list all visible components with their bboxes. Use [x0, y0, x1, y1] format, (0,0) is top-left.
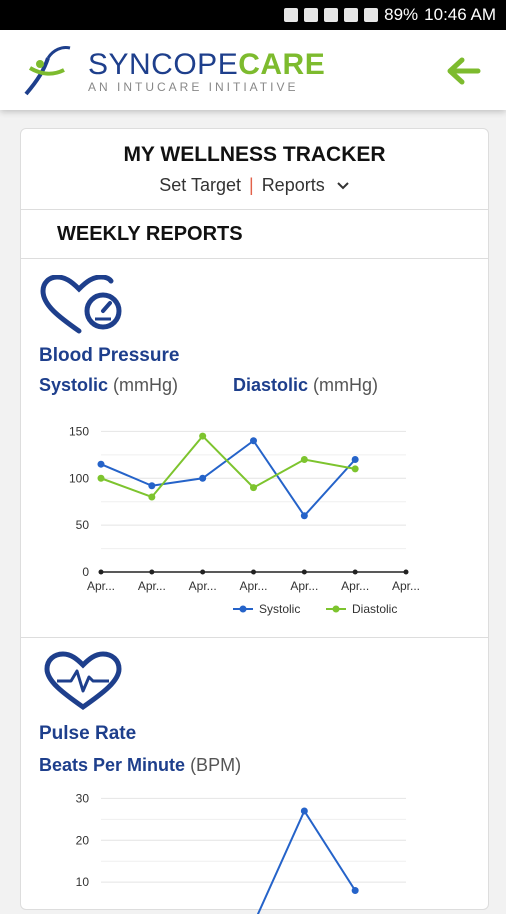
back-arrow-icon[interactable]: [444, 52, 482, 90]
diastolic-label: Diastolic (mmHg): [233, 375, 379, 395]
y-tick-label: 0: [82, 565, 89, 579]
y-tick-label: 150: [69, 424, 89, 438]
bpm-unit: (BPM): [190, 755, 242, 775]
brand-tagline: AN INTUCARE INITIATIVE: [88, 80, 299, 94]
data-point: [97, 460, 105, 468]
pulse-heart-icon: [44, 651, 122, 711]
x-axis-dot: [200, 569, 206, 575]
clock: 10:46 AM: [424, 5, 496, 24]
x-tick-label: Apr...: [290, 579, 318, 593]
data-point: [300, 512, 308, 520]
blood-pressure-chart: 0 50 100 150 Apr... Apr... Apr... Apr... Apr... A…: [69, 424, 420, 616]
legend-label: Diastolic: [352, 602, 397, 616]
systolic-label: Systolic (mmHg): [39, 375, 179, 395]
signal-icon: [344, 8, 359, 22]
tab-separator: |: [249, 175, 254, 195]
y-tick-label: 20: [76, 833, 90, 847]
blood-pressure-title: Blood Pressure: [39, 345, 180, 366]
data-point: [148, 482, 156, 490]
wifi-icon: [324, 8, 339, 22]
blood-pressure-heart-icon: [40, 275, 122, 334]
x-axis-dot: [352, 569, 358, 575]
syncopecare-logo-icon: [24, 46, 71, 96]
pulse-rate-chart: 10 20 30: [76, 791, 406, 914]
x-axis-dot: [403, 569, 409, 575]
brand-name: SYNCOPECARE: [88, 48, 326, 81]
battery-icon: [364, 8, 379, 22]
x-axis-dot: [98, 569, 104, 575]
data-point: [250, 484, 257, 492]
tracker-nav: Set Target | Reports: [21, 175, 488, 196]
diastolic-unit: (mmHg): [313, 375, 379, 395]
y-tick-label: 50: [76, 518, 90, 532]
data-point: [351, 465, 359, 473]
y-tick-label: 30: [76, 791, 90, 805]
x-axis-dot: [149, 569, 155, 575]
data-point: [199, 432, 207, 440]
data-point: [300, 807, 308, 815]
bpm-label: Beats Per Minute (BPM): [39, 755, 242, 775]
tab-set-target[interactable]: Set Target: [159, 175, 241, 195]
pulse-rate-title: Pulse Rate: [39, 723, 137, 744]
legend-marker: [332, 605, 340, 613]
weekly-reports-heading: WEEKLY REPORTS: [21, 210, 488, 259]
chevron-down-icon[interactable]: [336, 181, 350, 191]
mute-icon: [304, 8, 319, 22]
legend-label: Systolic: [259, 602, 300, 616]
bluetooth-icon: [284, 8, 299, 22]
tab-reports[interactable]: Reports: [261, 175, 325, 195]
x-tick-label: Apr...: [392, 579, 420, 593]
x-tick-label: Apr...: [87, 579, 115, 593]
data-point: [351, 456, 359, 463]
series-line-systolic: [100, 439, 356, 518]
x-tick-label: Apr...: [239, 579, 267, 593]
x-tick-label: Apr...: [341, 579, 369, 593]
series-line-pulse: [256, 808, 357, 914]
data-point: [148, 493, 156, 501]
data-point: [351, 887, 359, 894]
x-axis-dot: [251, 569, 256, 575]
y-tick-label: 10: [76, 875, 90, 889]
y-tick-label: 100: [69, 471, 89, 485]
data-point: [250, 437, 257, 445]
series-line-diastolic: [100, 434, 356, 499]
x-axis-dot: [301, 569, 307, 575]
app-bar: SYNCOPECARE AN INTUCARE INITIATIVE: [0, 30, 506, 110]
wellness-card: MY WELLNESS TRACKER Set Target | Reports W…: [20, 128, 489, 914]
tracker-header: MY WELLNESS TRACKER Set Target | Reports: [21, 129, 488, 210]
x-tick-label: Apr...: [138, 579, 166, 593]
data-point: [199, 474, 207, 482]
status-bar: 89% 10:46 AM: [0, 0, 506, 30]
section-divider: [21, 637, 488, 638]
data-point: [97, 474, 105, 482]
systolic-unit: (mmHg): [113, 375, 179, 395]
battery-level: 89%: [384, 5, 419, 24]
x-tick-label: Apr...: [189, 579, 217, 593]
data-point: [300, 456, 308, 463]
page-title: MY WELLNESS TRACKER: [123, 143, 386, 166]
legend-marker: [239, 605, 247, 613]
